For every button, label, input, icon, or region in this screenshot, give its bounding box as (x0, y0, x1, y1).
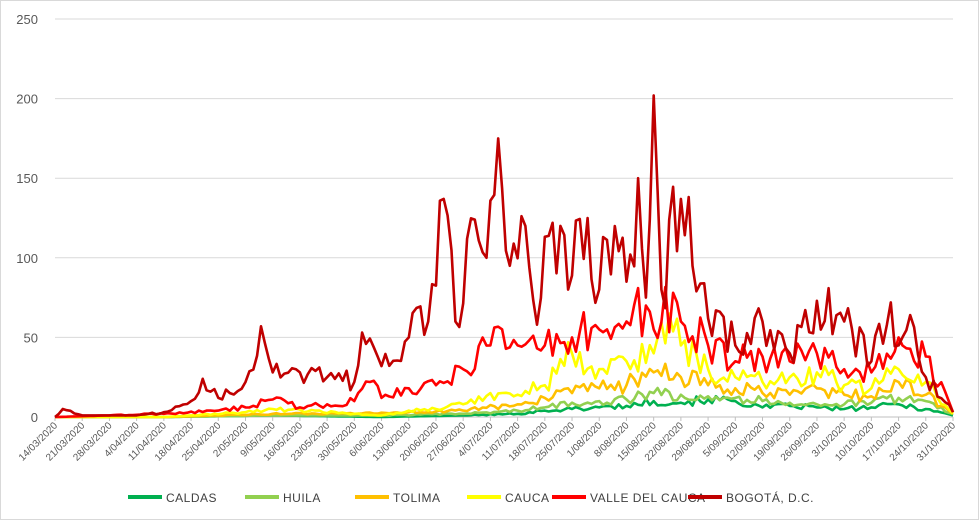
series-line-3 (55, 312, 954, 419)
y-tick-label: 100 (16, 251, 38, 266)
y-tick-label: 200 (16, 92, 38, 107)
legend-label: CAUCA (505, 491, 550, 505)
y-axis-ticks: 0 50 100 150 200 250 (16, 12, 38, 425)
y-tick-label: 150 (16, 171, 38, 186)
series-line-0 (55, 394, 954, 419)
legend-label: CALDAS (166, 491, 217, 505)
y-tick-label: 0 (31, 410, 38, 425)
legend-label: HUILA (283, 491, 321, 505)
x-axis-ticks: 14/03/202021/03/202028/03/20204/04/20201… (17, 417, 958, 464)
y-tick-label: 50 (24, 330, 38, 345)
legend-label: TOLIMA (393, 491, 440, 505)
legend-label: VALLE DEL CAUCA (590, 491, 706, 505)
legend: CALDAS HUILA TOLIMA CAUCA VALLE DEL CAUCA BOG… (128, 490, 814, 505)
series-line-5 (54, 94, 955, 418)
series-line-4 (54, 285, 955, 419)
legend-label: BOGOTÁ, D.C. (726, 490, 814, 505)
y-tick-label: 250 (16, 12, 38, 27)
series-line-2 (55, 362, 954, 419)
series-lines (54, 94, 955, 419)
